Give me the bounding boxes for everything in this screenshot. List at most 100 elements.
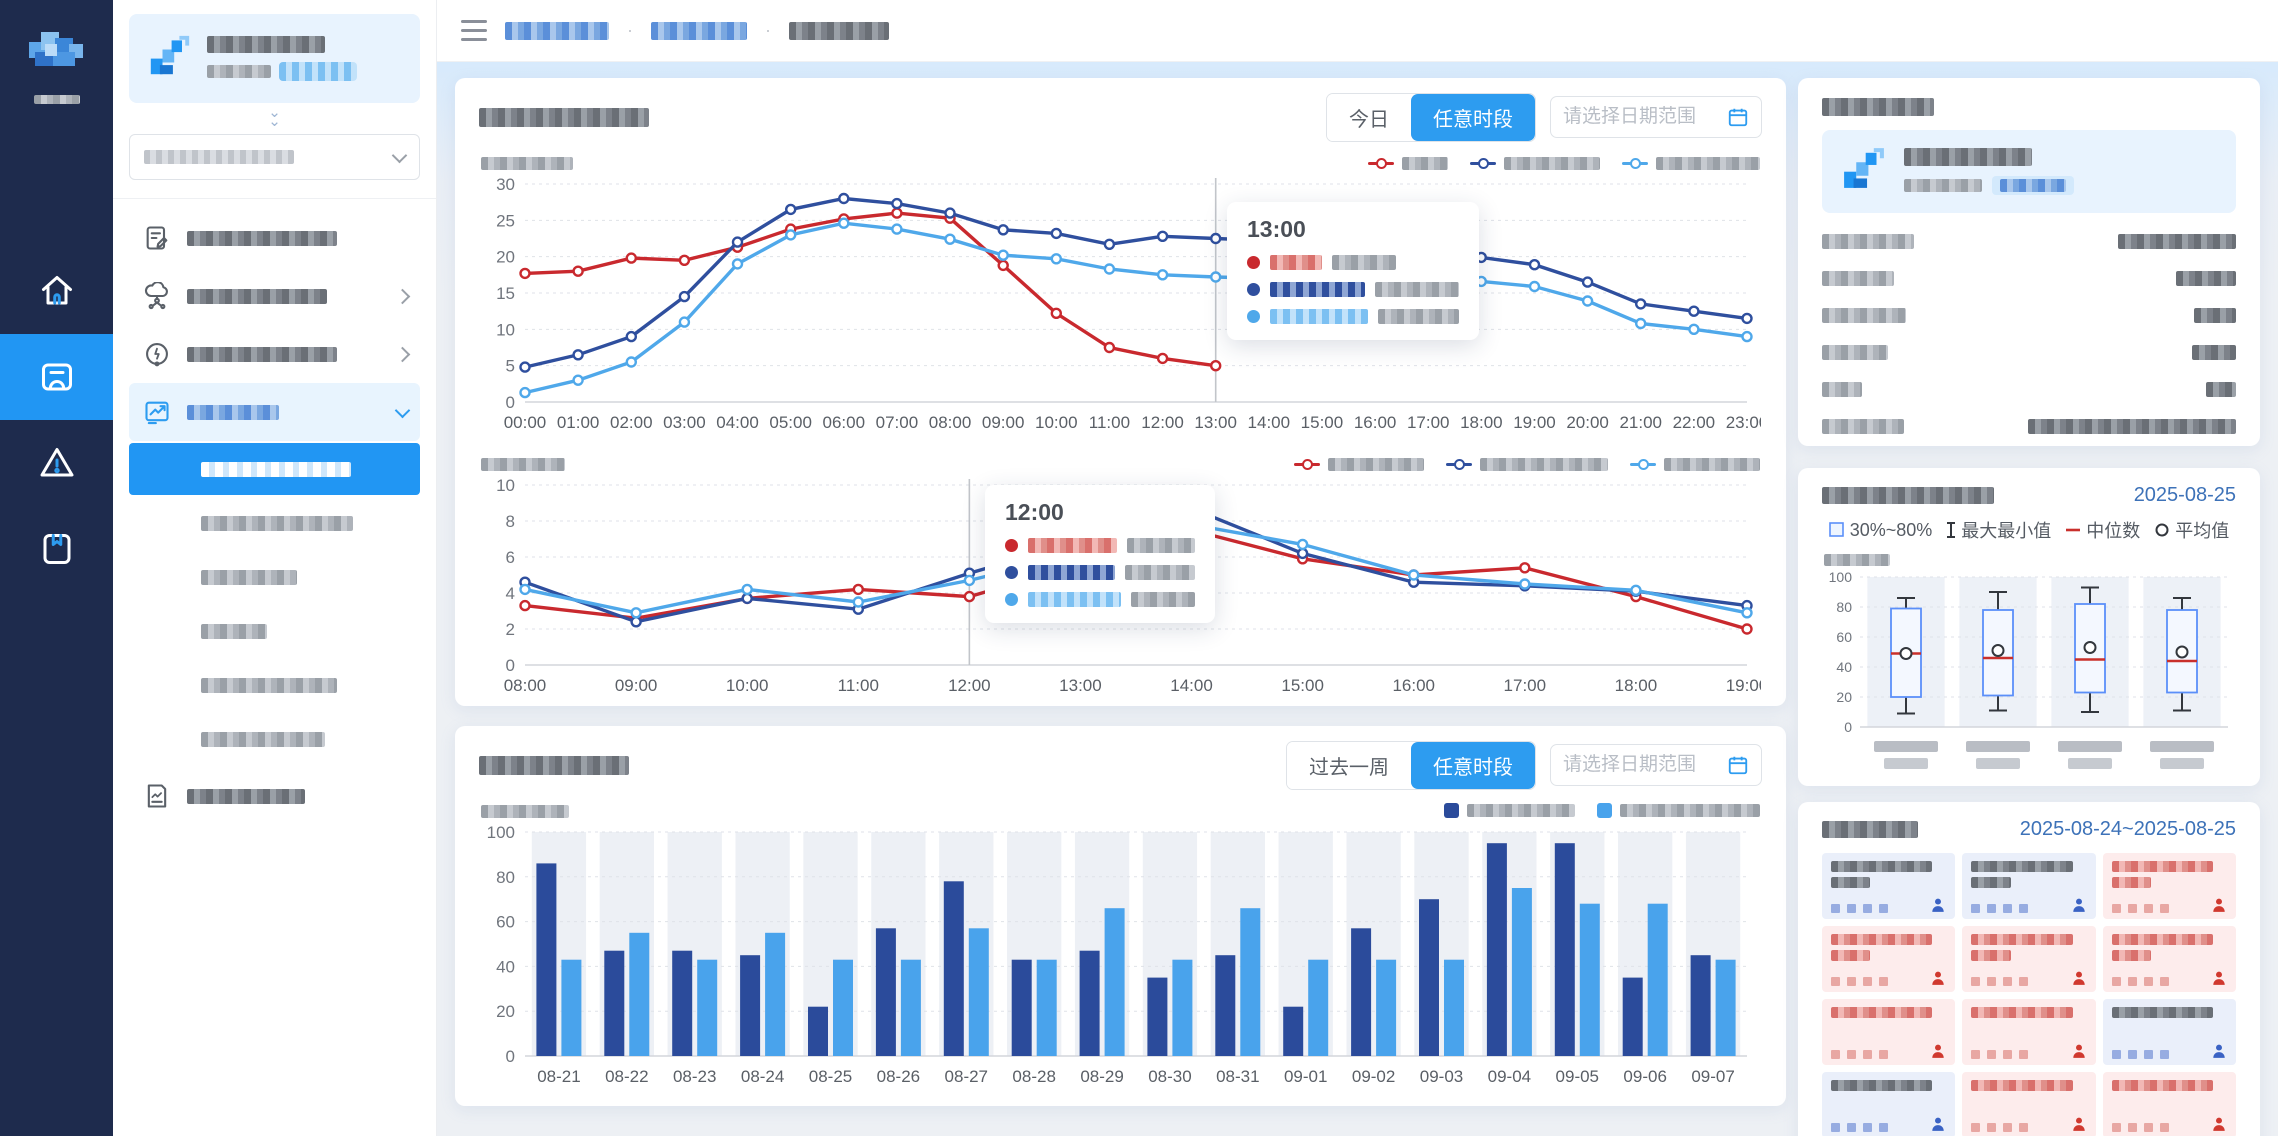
hamburger-menu-icon[interactable] bbox=[461, 20, 487, 41]
series-dot-darkblue bbox=[1005, 566, 1018, 579]
svg-text:19:00: 19:00 bbox=[1726, 676, 1761, 695]
svg-text:15: 15 bbox=[496, 284, 515, 303]
device-highlight-row[interactable] bbox=[1822, 130, 2236, 214]
legend-item[interactable] bbox=[1294, 458, 1424, 471]
date-range-picker[interactable] bbox=[1550, 744, 1762, 786]
kv-label-redacted bbox=[1822, 382, 1862, 398]
svg-text:08-22: 08-22 bbox=[605, 1067, 648, 1086]
alarm-tile-7[interactable] bbox=[1822, 999, 1956, 1065]
menu-label-redacted bbox=[187, 230, 337, 246]
date-range-input[interactable] bbox=[1563, 754, 1727, 776]
svg-text:8: 8 bbox=[506, 512, 515, 531]
boxplot-legend: 30%~80% 最大最小值 中位数 平均值 bbox=[1822, 517, 2236, 543]
tile-corner-person-icon bbox=[2072, 1117, 2085, 1131]
breadcrumb-item-current-redacted bbox=[789, 21, 889, 40]
menu-label-redacted bbox=[187, 404, 279, 420]
legend-item[interactable] bbox=[1368, 157, 1448, 170]
menu-item-4-expanded[interactable] bbox=[129, 383, 420, 441]
daytime-line-chart[interactable]: 0 2 4 6 8 10 08:00 09:00 10:00 11:00 12:00 13:00 14:… bbox=[479, 473, 1768, 702]
alarm-tile-8[interactable] bbox=[1962, 999, 2096, 1065]
collapse-chevrons-icon[interactable]: ⌄ ⌄ bbox=[268, 104, 281, 130]
info-card-title-redacted bbox=[1822, 98, 1934, 116]
submenu-item-1-selected[interactable] bbox=[129, 443, 420, 495]
tile-text-redacted bbox=[1971, 934, 2073, 945]
menu-item-5[interactable] bbox=[129, 767, 420, 825]
svg-text:20: 20 bbox=[496, 248, 515, 267]
menu-item-1[interactable] bbox=[129, 209, 420, 267]
submenu-item-4[interactable] bbox=[129, 605, 420, 657]
rail-item-users[interactable] bbox=[0, 334, 113, 420]
alarm-tile-1[interactable] bbox=[1822, 853, 1956, 919]
svg-text:80: 80 bbox=[496, 868, 515, 887]
legend-item[interactable] bbox=[1444, 803, 1575, 818]
submenu-item-3[interactable] bbox=[129, 551, 420, 603]
device-tag-pill bbox=[1992, 176, 2074, 196]
hourly-line-chart[interactable]: 0 5 10 15 20 25 30 00:00 01:00 02:00 03:00 04:00 05:… bbox=[479, 172, 1768, 439]
svg-text:04:00: 04:00 bbox=[716, 413, 759, 432]
date-range-input[interactable] bbox=[1563, 106, 1727, 128]
breadcrumb-item-1-redacted[interactable] bbox=[505, 21, 609, 40]
series-value-redacted bbox=[1131, 592, 1195, 607]
svg-text:23:00: 23:00 bbox=[1726, 413, 1761, 432]
rail-item-home[interactable] bbox=[0, 248, 113, 334]
rail-item-alerts[interactable] bbox=[0, 420, 113, 506]
alert-triangle-icon bbox=[40, 448, 73, 477]
box-plot-svg[interactable]: 0 20 40 60 80 100 bbox=[1822, 569, 2236, 781]
boxplot-date[interactable]: 2025-08-25 bbox=[2133, 484, 2236, 506]
alarm-tile-3[interactable] bbox=[2102, 853, 2236, 919]
breadcrumb-item-2-redacted[interactable] bbox=[651, 21, 747, 40]
svg-text:18:00: 18:00 bbox=[1615, 676, 1658, 695]
submenu-item-5[interactable] bbox=[129, 659, 420, 711]
legend-label-redacted bbox=[1504, 157, 1600, 170]
legend-item[interactable] bbox=[1597, 803, 1760, 818]
alarm-date-range[interactable]: 2025-08-24~2025-08-25 bbox=[2019, 818, 2236, 840]
chart2-tooltip: 12:00 bbox=[985, 485, 1215, 623]
svg-text:20: 20 bbox=[496, 1002, 515, 1021]
svg-text:16:00: 16:00 bbox=[1392, 676, 1435, 695]
svg-text:08:00: 08:00 bbox=[929, 413, 972, 432]
series-name-redacted bbox=[1270, 255, 1322, 270]
svg-text:08-27: 08-27 bbox=[945, 1067, 988, 1086]
daily-bar-chart-svg[interactable]: 08-21 08-22 08-23 08-24 08-25 08-26 08-27 08-28… bbox=[479, 820, 1761, 1088]
tile-text-redacted bbox=[1971, 861, 2073, 872]
submenu-label-redacted bbox=[201, 461, 351, 477]
series-value-redacted bbox=[1378, 309, 1459, 324]
org-select-dropdown[interactable] bbox=[129, 134, 420, 180]
today-button[interactable]: 今日 bbox=[1327, 93, 1411, 141]
daily-bar-chart[interactable]: 08-21 08-22 08-23 08-24 08-25 08-26 08-27 08-28… bbox=[479, 820, 1762, 1093]
menu-item-2[interactable] bbox=[129, 267, 420, 325]
legend-item[interactable] bbox=[1446, 458, 1608, 471]
alarm-tile-2[interactable] bbox=[1962, 853, 2096, 919]
svg-text:09-07: 09-07 bbox=[1691, 1067, 1734, 1086]
card-title-redacted bbox=[479, 107, 649, 127]
last-week-button[interactable]: 过去一周 bbox=[1287, 741, 1411, 789]
date-range-picker[interactable] bbox=[1550, 96, 1762, 138]
svg-text:4: 4 bbox=[506, 584, 515, 603]
alarm-tile-4[interactable] bbox=[1822, 926, 1956, 992]
org-card[interactable] bbox=[129, 14, 420, 103]
legend-item[interactable] bbox=[1622, 157, 1760, 170]
alarm-tile-9[interactable] bbox=[2102, 999, 2236, 1065]
alarm-tile-5[interactable] bbox=[1962, 926, 2096, 992]
card-title-redacted bbox=[479, 755, 629, 775]
legend-item[interactable] bbox=[1630, 458, 1760, 471]
legend-item[interactable] bbox=[1470, 157, 1600, 170]
rail-item-archive[interactable] bbox=[0, 506, 113, 592]
alarm-tile-12[interactable] bbox=[2102, 1072, 2236, 1136]
submenu-label-redacted bbox=[201, 731, 325, 747]
alarm-tile-6[interactable] bbox=[2102, 926, 2236, 992]
submenu-item-6[interactable] bbox=[129, 713, 420, 765]
svg-text:0: 0 bbox=[506, 393, 515, 412]
alarm-tile-10[interactable] bbox=[1822, 1072, 1956, 1136]
any-period-button[interactable]: 任意时段 bbox=[1411, 741, 1535, 789]
hourly-line-chart-svg[interactable]: 0 5 10 15 20 25 30 00:00 01:00 02:00 03:00 04:00 05:… bbox=[479, 172, 1768, 434]
series-value-redacted bbox=[1125, 565, 1195, 580]
svg-text:09-01: 09-01 bbox=[1284, 1067, 1327, 1086]
legend-median: 中位数 bbox=[2065, 517, 2140, 543]
alarm-tile-11[interactable] bbox=[1962, 1072, 2096, 1136]
legend-label-redacted bbox=[1467, 804, 1575, 817]
any-period-button[interactable]: 任意时段 bbox=[1411, 93, 1535, 141]
menu-item-3[interactable] bbox=[129, 325, 420, 383]
submenu-label-redacted bbox=[201, 515, 353, 531]
submenu-item-2[interactable] bbox=[129, 497, 420, 549]
